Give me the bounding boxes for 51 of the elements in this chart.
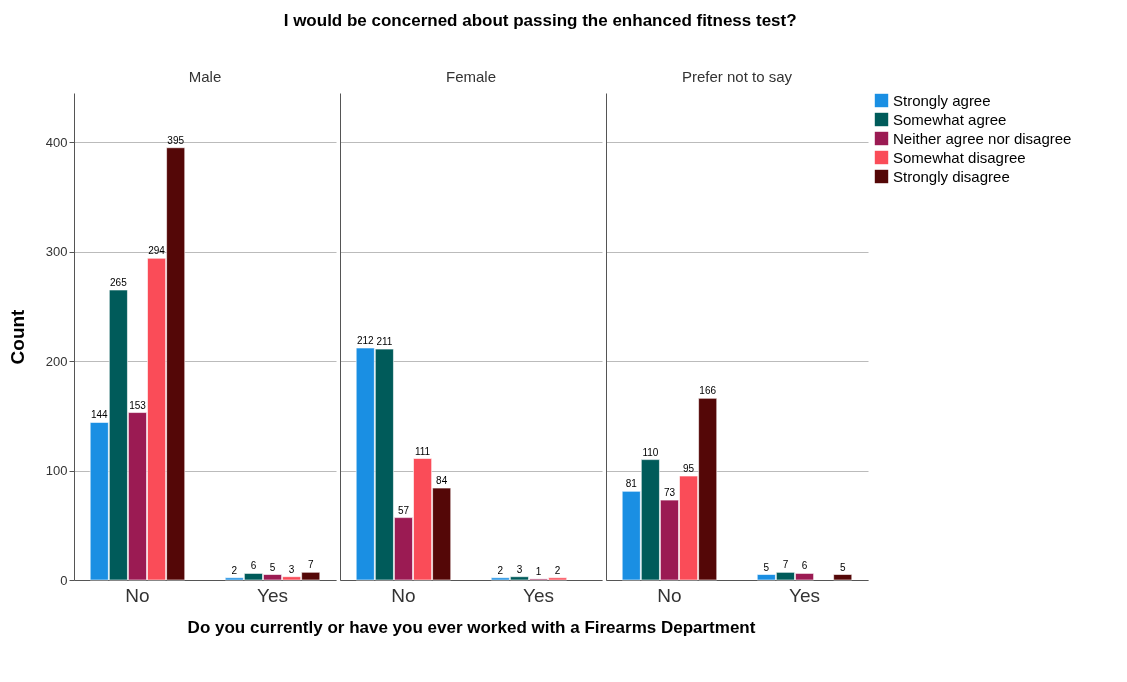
data-label: 212 [356, 334, 375, 346]
data-label: 2 [231, 564, 238, 576]
legend-label: Somewhat agree [893, 110, 1007, 128]
chart-title: Prefer not to say [681, 68, 793, 85]
data-label: 6 [801, 560, 808, 572]
data-label: 5 [839, 561, 846, 573]
data-label: 57 [397, 504, 410, 516]
x-axis-title: Do you currently or have you ever worked with a Firearms Department [187, 617, 756, 637]
data-label: 73 [663, 487, 676, 499]
data-label: 5 [763, 561, 770, 573]
x-tick-label: No [125, 584, 150, 606]
data-label: 7 [307, 559, 314, 571]
data-label: 6 [250, 560, 257, 572]
data-label: 84 [436, 475, 448, 487]
data-label: 265 [110, 276, 128, 288]
data-label: 166 [699, 385, 717, 397]
data-label: 1 [535, 565, 542, 577]
legend-label: Neither agree nor disagree [893, 129, 1072, 147]
x-tick-label: Yes [523, 584, 555, 606]
data-label: 3 [516, 563, 523, 575]
legend-label: Somewhat disagree [893, 148, 1026, 166]
x-tick-label: No [391, 584, 416, 606]
data-label: 144 [90, 409, 109, 421]
y-tick-label: 400 [45, 134, 68, 150]
data-label: 7 [782, 559, 789, 571]
x-tick-label: Yes [789, 584, 821, 606]
data-label: 3 [288, 563, 295, 575]
y-axis-title: Count [6, 308, 28, 365]
legend-label: Strongly disagree [893, 167, 1010, 185]
data-label: 2 [497, 564, 504, 576]
chart-title: Female [445, 68, 497, 85]
x-tick-label: Yes [257, 584, 289, 606]
chart-title: Male [188, 68, 222, 85]
bar [833, 574, 853, 581]
y-tick-label: 0 [60, 572, 68, 588]
data-label: 95 [683, 463, 695, 475]
data-label: 5 [269, 561, 276, 573]
data-label: 153 [129, 399, 147, 411]
data-label: 2 [554, 564, 561, 576]
data-label: 111 [414, 445, 431, 457]
x-tick-label: No [657, 584, 682, 606]
y-tick-label: 300 [45, 244, 68, 260]
data-label: 395 [167, 134, 185, 146]
data-label: 81 [625, 478, 638, 490]
y-tick-label: 200 [45, 353, 68, 369]
data-label: 211 [376, 336, 393, 348]
data-label: 110 [642, 446, 659, 458]
y-tick-label: 100 [45, 463, 68, 479]
text: I would be concerned about passing the enhanced fitness test? [283, 11, 797, 30]
legend-label: Strongly agree [893, 91, 991, 109]
data-label: 294 [148, 245, 166, 257]
